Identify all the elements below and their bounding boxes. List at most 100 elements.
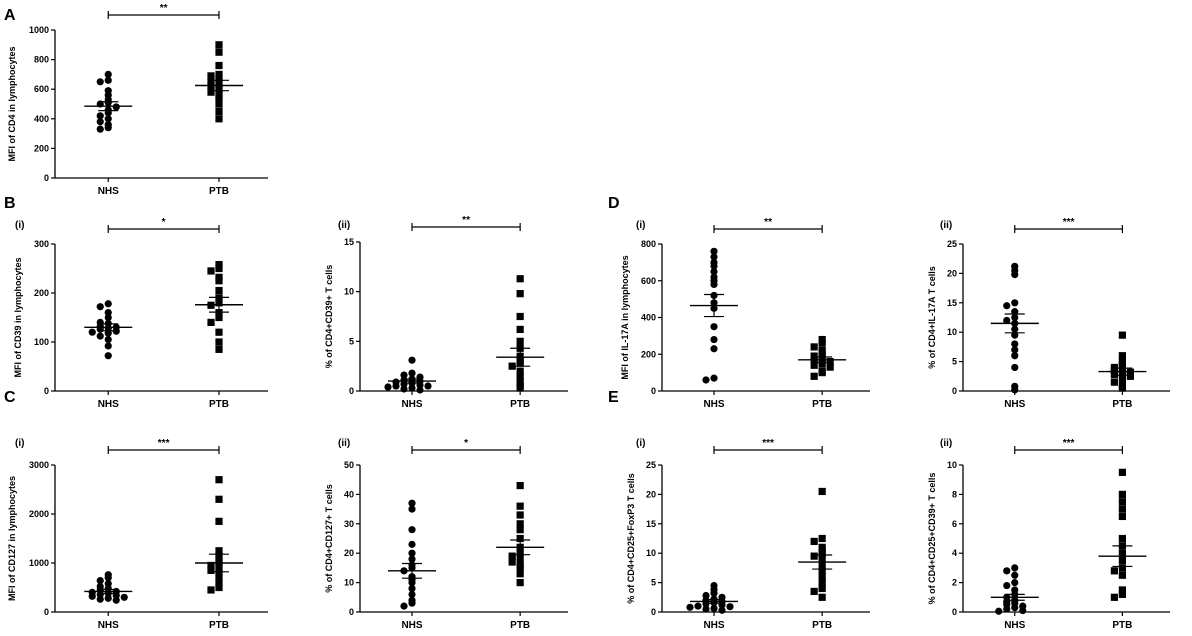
data-point <box>207 586 215 594</box>
data-point <box>408 590 416 598</box>
data-point <box>818 369 826 377</box>
data-point <box>408 384 416 392</box>
data-point <box>818 350 826 358</box>
data-point <box>400 602 408 610</box>
data-point <box>104 352 112 360</box>
series-nhs <box>84 300 133 360</box>
data-point <box>96 125 104 133</box>
x-tick-label: PTB <box>209 399 229 410</box>
data-point <box>818 593 826 601</box>
data-point <box>215 547 223 555</box>
data-point <box>104 115 112 123</box>
y-tick-label: 10 <box>646 548 656 558</box>
data-point <box>1118 374 1126 382</box>
data-point <box>408 499 416 507</box>
data-point <box>508 558 516 566</box>
data-point <box>710 335 718 344</box>
data-point <box>1011 340 1019 348</box>
data-point <box>710 262 718 270</box>
data-point <box>400 385 408 393</box>
panel-letter-a: A <box>4 7 16 24</box>
data-point <box>1118 468 1126 476</box>
data-point <box>215 260 223 269</box>
y-tick-label: 200 <box>34 143 49 153</box>
y-tick-label: 0 <box>651 386 656 396</box>
chart-bi: (i) 0 100 200 300 NHS PTB MFI of CD39 in lympho… <box>13 217 268 410</box>
data-point <box>1118 490 1126 498</box>
data-point <box>995 607 1003 615</box>
data-point <box>104 335 112 344</box>
data-point <box>686 603 694 611</box>
data-point <box>710 374 718 382</box>
series-nhs <box>84 70 133 133</box>
data-point <box>516 481 524 490</box>
sublabel: (i) <box>15 438 24 449</box>
data-point <box>1011 571 1019 579</box>
data-point <box>810 587 818 596</box>
data-point <box>810 352 818 360</box>
data-point <box>1118 384 1126 392</box>
series-ptb <box>195 41 244 123</box>
data-point <box>215 345 223 353</box>
data-point <box>1110 366 1118 375</box>
data-point <box>1118 498 1126 506</box>
chart-dii: (ii) 0 5 10 15 20 25 NHS PTB % of CD4+IL-17A T ce… <box>927 217 1170 410</box>
sublabel: (ii) <box>940 220 952 231</box>
data-point <box>120 593 128 601</box>
y-tick-label: 15 <box>947 298 957 308</box>
data-point <box>1118 590 1126 598</box>
y-tick-label: 2 <box>952 578 957 588</box>
y-tick-label: 0 <box>952 607 957 617</box>
significance-label: ** <box>764 217 772 228</box>
data-point <box>215 61 223 70</box>
data-point <box>1003 316 1011 325</box>
data-point <box>215 476 223 484</box>
y-tick-label: 0 <box>651 607 656 617</box>
x-tick-label: NHS <box>703 620 724 631</box>
significance-label: *** <box>158 438 170 449</box>
series-nhs <box>84 571 133 604</box>
data-point <box>810 361 818 369</box>
y-tick-label: 10 <box>947 327 957 337</box>
y-tick-label: 15 <box>646 519 656 529</box>
data-point <box>1011 603 1019 612</box>
data-point <box>516 367 524 375</box>
data-point <box>104 313 112 322</box>
data-point <box>408 584 416 593</box>
x-tick-label: NHS <box>1004 399 1025 410</box>
chart-bii: (ii) 0 5 10 15 NHS PTB % of CD4+CD39+ T cells ** <box>324 215 568 410</box>
data-point <box>400 371 408 379</box>
data-point <box>818 549 826 557</box>
data-point <box>516 377 524 385</box>
data-point <box>710 604 718 613</box>
data-point <box>215 517 223 525</box>
y-tick-label: 3000 <box>29 460 49 470</box>
x-tick-label: NHS <box>98 620 119 631</box>
y-tick-label: 400 <box>34 114 49 124</box>
data-point <box>1003 302 1011 310</box>
series-nhs <box>388 499 436 610</box>
x-tick-label: PTB <box>812 399 832 410</box>
data-point <box>215 579 223 587</box>
sublabel: (i) <box>636 438 645 449</box>
significance-label: * <box>162 217 166 228</box>
x-tick-label: NHS <box>98 186 119 197</box>
chart-cii: (ii) 0 10 20 30 40 50 NHS PTB % of CD4+CD127+ T c… <box>324 438 568 631</box>
y-tick-label: 1000 <box>29 25 49 35</box>
series-ptb <box>496 481 545 587</box>
significance-label: *** <box>762 438 774 449</box>
data-point <box>215 75 223 83</box>
series-nhs <box>384 356 436 394</box>
data-point <box>215 286 223 295</box>
data-point <box>1110 593 1118 601</box>
data-point <box>516 579 524 587</box>
data-point <box>516 372 524 380</box>
sublabel: (ii) <box>940 438 952 449</box>
data-point <box>207 78 215 86</box>
data-point <box>384 383 392 391</box>
data-point <box>207 88 215 96</box>
data-point <box>516 290 524 298</box>
data-point <box>215 277 223 285</box>
data-point <box>1011 564 1019 572</box>
data-point <box>215 264 223 273</box>
